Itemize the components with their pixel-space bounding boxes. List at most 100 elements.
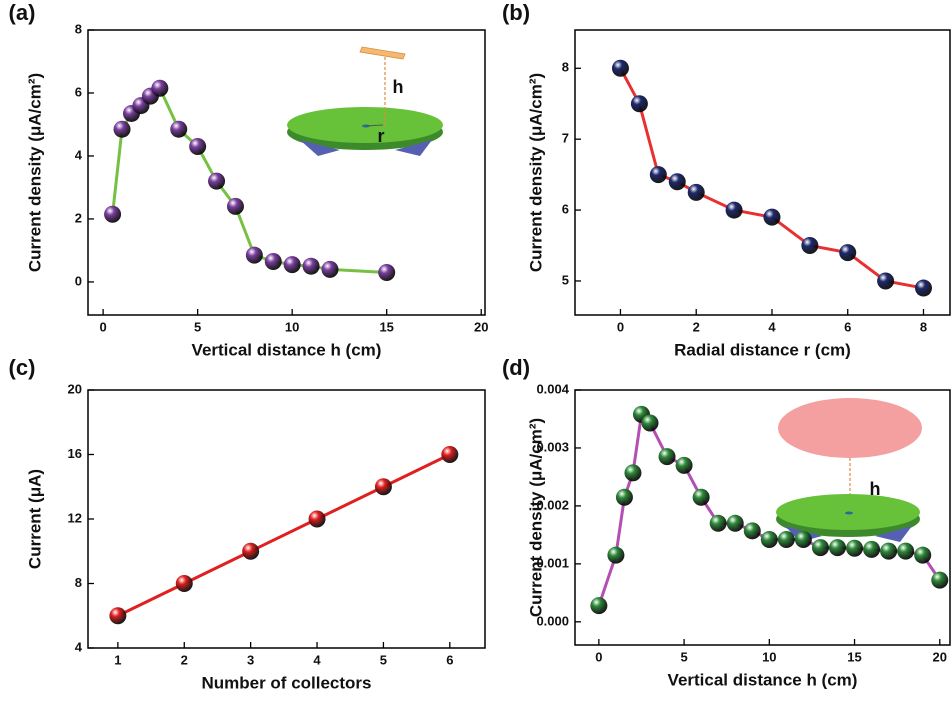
- data-point: [914, 279, 932, 297]
- y-tick-label: 8: [75, 21, 82, 36]
- inset-label: h: [870, 479, 881, 499]
- y-tick-label: 7: [562, 131, 569, 146]
- data-point: [630, 95, 648, 113]
- x-tick-label: 2: [181, 652, 188, 667]
- data-point: [897, 542, 915, 560]
- data-point: [877, 272, 895, 290]
- data-point: [104, 205, 122, 223]
- data-point: [441, 446, 459, 463]
- y-tick-label: 8: [75, 575, 82, 590]
- data-point: [113, 120, 131, 138]
- data-point: [846, 539, 864, 557]
- x-tick-label: 0: [617, 319, 624, 334]
- data-point: [208, 172, 226, 190]
- x-tick-label: 3: [247, 652, 254, 667]
- data-point: [839, 244, 857, 262]
- data-point: [692, 488, 710, 506]
- y-tick-label: 0.002: [536, 497, 569, 512]
- inset-label: r: [377, 126, 384, 146]
- data-point: [170, 120, 188, 138]
- inset-label: h: [393, 77, 404, 97]
- data-point: [226, 197, 244, 215]
- data-point: [189, 138, 207, 156]
- x-tick-label: 5: [194, 319, 201, 334]
- plot-frame: [574, 389, 951, 646]
- y-tick-label: 20: [68, 381, 82, 396]
- inset-d: [776, 398, 922, 542]
- plot-frame: [87, 29, 486, 316]
- data-point: [590, 597, 608, 615]
- inset-a: [287, 46, 443, 156]
- y-tick-label: 0.003: [536, 439, 569, 454]
- x-axis-label: Vertical distance h (cm): [192, 340, 382, 359]
- data-point: [829, 539, 846, 557]
- data-point: [302, 257, 320, 275]
- y-tick-label: 6: [75, 84, 82, 99]
- x-axis-label: Number of collectors: [201, 673, 371, 692]
- y-tick-label: 0.004: [536, 381, 569, 396]
- data-point: [760, 531, 778, 549]
- x-tick-label: 0: [595, 649, 602, 664]
- x-tick-label: 5: [680, 649, 687, 664]
- y-tick-label: 5: [562, 272, 569, 287]
- x-tick-label: 6: [446, 652, 453, 667]
- data-point: [725, 201, 743, 219]
- x-tick-label: 2: [693, 319, 700, 334]
- x-tick-label: 20: [474, 319, 488, 334]
- x-axis-label: Radial distance r (cm): [674, 340, 851, 359]
- x-tick-label: 15: [379, 319, 393, 334]
- x-tick-label: 15: [847, 649, 861, 664]
- data-point: [151, 79, 169, 97]
- data-point: [794, 531, 812, 549]
- data-point: [777, 531, 795, 549]
- x-tick-label: 0: [100, 319, 107, 334]
- y-axis-label: Current density (μA/cm²): [526, 73, 545, 272]
- data-point: [914, 546, 932, 564]
- y-tick-label: 4: [75, 639, 83, 654]
- panel-label: (b): [502, 0, 530, 25]
- data-point: [607, 546, 625, 564]
- data-point: [109, 607, 127, 625]
- x-tick-label: 10: [762, 649, 776, 664]
- y-axis-label: Current (μA): [25, 469, 44, 569]
- y-tick-label: 16: [68, 446, 82, 461]
- x-tick-label: 6: [844, 319, 851, 334]
- panel-label: (a): [9, 0, 36, 25]
- data-point: [283, 256, 301, 274]
- y-axis-label: Current density (μA/cm²): [25, 73, 44, 272]
- x-tick-label: 4: [768, 319, 776, 334]
- y-tick-label: 12: [68, 510, 82, 525]
- data-point: [726, 514, 744, 532]
- y-tick-label: 0.001: [536, 555, 569, 570]
- data-point: [611, 59, 629, 77]
- data-point: [880, 542, 898, 560]
- data-point: [811, 539, 829, 557]
- data-point: [624, 464, 642, 482]
- y-tick-label: 2: [75, 210, 82, 225]
- data-point: [763, 208, 781, 226]
- y-tick-label: 6: [562, 202, 569, 217]
- y-axis-label: Current density (μA/cm²): [526, 418, 545, 617]
- data-point: [801, 237, 819, 255]
- data-point: [931, 571, 949, 589]
- data-point: [374, 478, 392, 496]
- data-point: [175, 575, 193, 592]
- data-point: [264, 252, 282, 270]
- x-tick-label: 1: [114, 652, 121, 667]
- data-point: [687, 183, 705, 201]
- data-point: [709, 514, 727, 532]
- x-tick-label: 10: [285, 319, 299, 334]
- data-point: [321, 260, 339, 278]
- y-tick-label: 8: [562, 60, 569, 75]
- data-point: [675, 456, 693, 474]
- data-point: [658, 448, 676, 466]
- panel-label: (d): [502, 355, 530, 380]
- data-point: [649, 166, 667, 184]
- data-point: [378, 263, 396, 281]
- data-point: [615, 488, 633, 506]
- data-point: [242, 542, 260, 560]
- data-point: [641, 414, 659, 432]
- plot-frame: [87, 389, 486, 649]
- data-line: [117, 453, 451, 618]
